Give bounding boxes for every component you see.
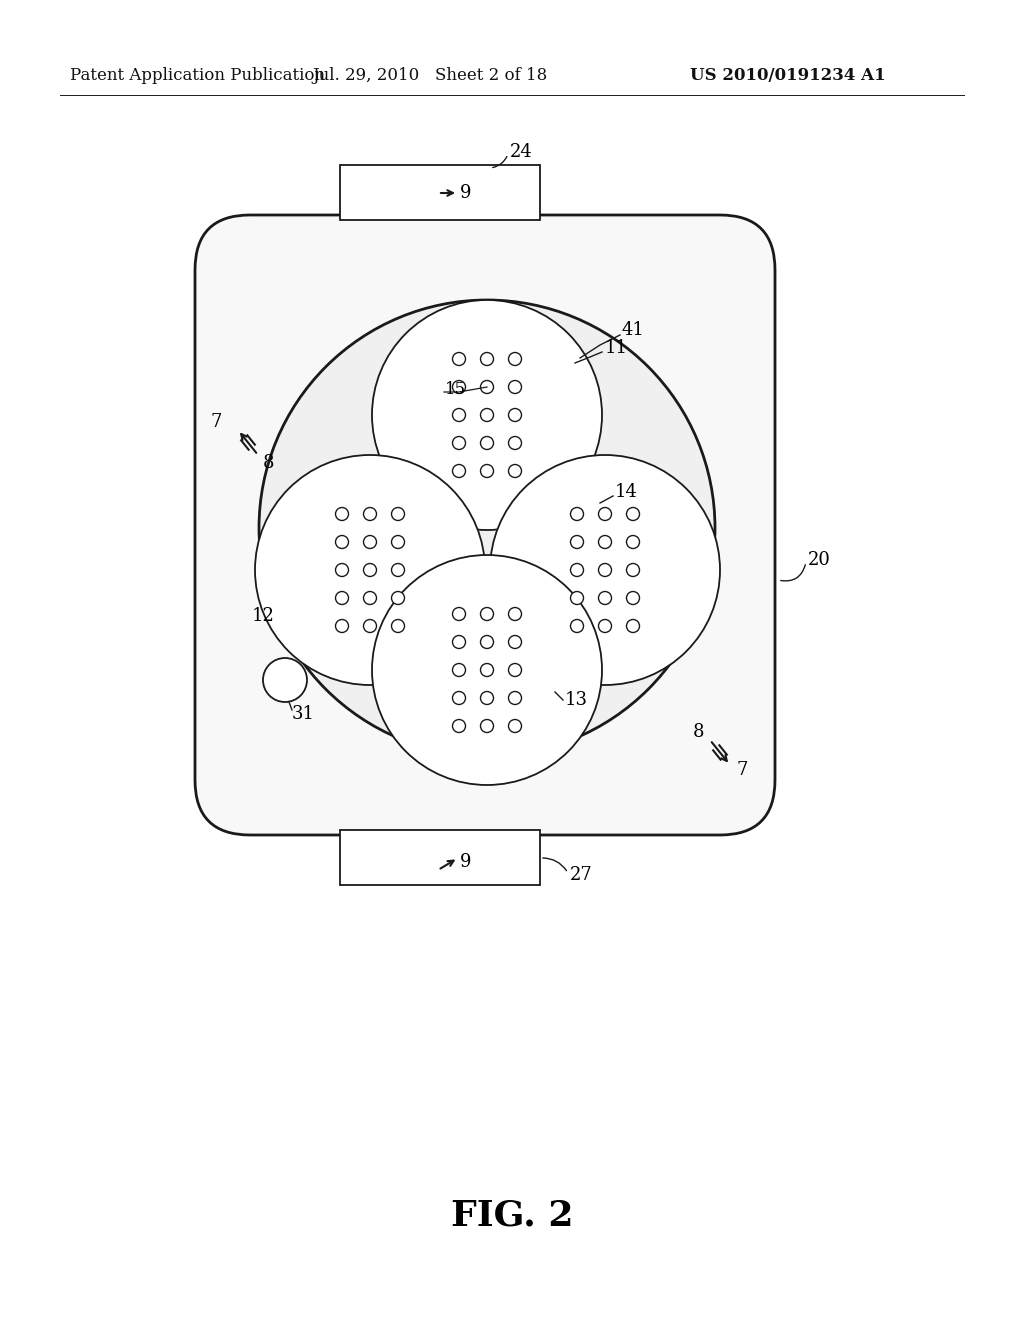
Circle shape [336,507,348,520]
Circle shape [509,719,521,733]
Circle shape [372,300,602,531]
Text: 31: 31 [292,705,315,723]
Circle shape [391,536,404,549]
Circle shape [453,607,466,620]
Circle shape [453,635,466,648]
Circle shape [480,719,494,733]
Circle shape [453,380,466,393]
Circle shape [509,465,521,478]
Circle shape [453,692,466,705]
Circle shape [480,635,494,648]
Circle shape [453,408,466,421]
Circle shape [598,591,611,605]
Circle shape [480,437,494,450]
Circle shape [570,619,584,632]
Circle shape [263,657,307,702]
Text: 12: 12 [252,607,274,624]
Text: 8: 8 [692,723,703,741]
Text: 7: 7 [210,413,221,432]
Text: FIG. 2: FIG. 2 [451,1199,573,1232]
Text: US 2010/0191234 A1: US 2010/0191234 A1 [690,66,886,83]
Circle shape [509,692,521,705]
Circle shape [453,465,466,478]
Circle shape [509,635,521,648]
Circle shape [509,352,521,366]
Circle shape [391,564,404,577]
Circle shape [391,591,404,605]
Circle shape [391,507,404,520]
Circle shape [453,437,466,450]
Circle shape [480,692,494,705]
Circle shape [570,507,584,520]
Circle shape [336,564,348,577]
Circle shape [570,536,584,549]
Text: 27: 27 [570,866,593,884]
Circle shape [364,507,377,520]
Circle shape [509,437,521,450]
Bar [340,830,540,884]
Circle shape [364,591,377,605]
Bar [340,165,540,220]
Circle shape [364,619,377,632]
Text: 41: 41 [622,321,645,339]
Circle shape [364,564,377,577]
Circle shape [336,536,348,549]
Circle shape [627,564,640,577]
Circle shape [480,465,494,478]
Circle shape [598,564,611,577]
Circle shape [598,507,611,520]
Circle shape [490,455,720,685]
Circle shape [453,664,466,676]
Circle shape [453,352,466,366]
Circle shape [480,607,494,620]
Circle shape [480,408,494,421]
Circle shape [453,719,466,733]
Text: 11: 11 [605,339,628,356]
Circle shape [627,536,640,549]
Text: 9: 9 [460,853,471,871]
Circle shape [336,619,348,632]
Circle shape [627,591,640,605]
Text: 15: 15 [445,381,466,399]
Circle shape [570,564,584,577]
Text: Jul. 29, 2010   Sheet 2 of 18: Jul. 29, 2010 Sheet 2 of 18 [312,66,548,83]
Circle shape [509,380,521,393]
Circle shape [336,591,348,605]
Circle shape [598,536,611,549]
Circle shape [364,536,377,549]
Circle shape [255,455,485,685]
Text: 20: 20 [808,550,830,569]
Text: 24: 24 [510,143,532,161]
Circle shape [598,619,611,632]
Circle shape [509,607,521,620]
Text: 14: 14 [615,483,638,502]
Circle shape [480,380,494,393]
Circle shape [391,619,404,632]
Text: 8: 8 [262,454,273,473]
Circle shape [480,664,494,676]
Text: 9: 9 [460,183,471,202]
Text: Patent Application Publication: Patent Application Publication [70,66,326,83]
Text: 7: 7 [736,762,748,779]
Circle shape [372,554,602,785]
Circle shape [259,300,715,756]
FancyBboxPatch shape [195,215,775,836]
Circle shape [509,664,521,676]
Circle shape [627,619,640,632]
Circle shape [480,352,494,366]
Circle shape [509,408,521,421]
Circle shape [627,507,640,520]
Text: 13: 13 [565,690,588,709]
Circle shape [570,591,584,605]
